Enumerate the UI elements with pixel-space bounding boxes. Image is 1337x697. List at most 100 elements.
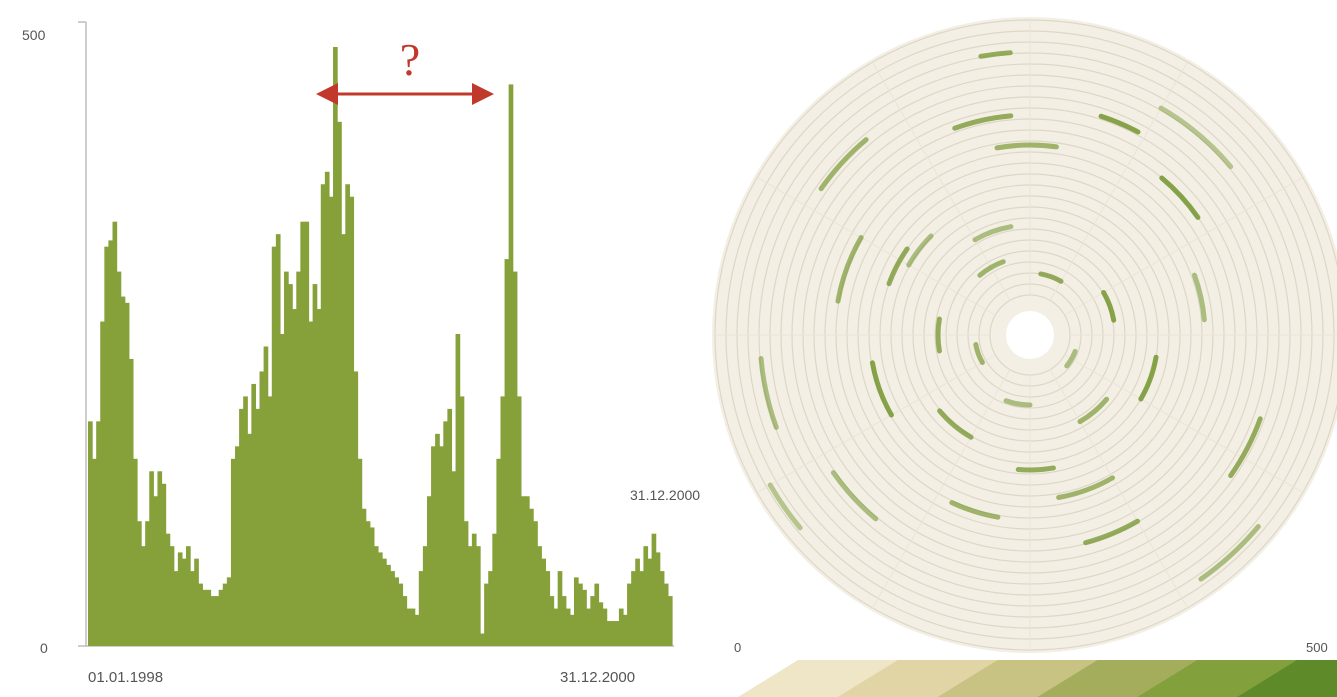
spiral-highlight-segment: [935, 316, 942, 354]
histogram-bar: [108, 240, 114, 646]
spiral-highlight-segment: [977, 259, 1006, 278]
histogram-bar: [116, 271, 122, 646]
histogram-bar: [635, 558, 640, 646]
histogram-bar: [190, 571, 195, 646]
legend-color-band: [937, 660, 1108, 697]
histogram-bar: [398, 583, 404, 646]
histogram-bar: [418, 571, 424, 646]
histogram-bar: [324, 171, 330, 646]
histogram-bar: [316, 309, 322, 646]
histogram-bar: [382, 558, 387, 646]
spiral-highlight-segment: [818, 137, 869, 192]
histogram-bar: [235, 446, 240, 646]
histogram-bar: [361, 508, 367, 646]
histogram-bar: [422, 546, 428, 646]
histogram-bar: [631, 571, 636, 646]
histogram-bar: [128, 358, 134, 646]
histogram-bar: [443, 421, 448, 646]
spiral-highlight-segment: [1101, 290, 1117, 323]
histogram-bar: [582, 589, 587, 646]
histogram-bar: [177, 552, 183, 646]
histogram-bar: [549, 596, 555, 646]
histogram-bar: [320, 184, 326, 647]
histogram-bar: [639, 571, 645, 646]
histogram-bar: [247, 433, 252, 646]
histogram-bar: [226, 577, 232, 646]
histogram-bar: [296, 271, 301, 646]
histogram-bar: [586, 608, 591, 646]
histogram-bar: [104, 246, 110, 646]
spiral-spoke: [1064, 354, 1304, 493]
histogram-bar: [475, 546, 481, 646]
histogram-bar: [120, 296, 126, 646]
spiral-highlight-segment: [1038, 271, 1064, 284]
histogram-bar: [271, 246, 277, 646]
spiral-highlight-segment: [767, 482, 803, 531]
histogram-bar: [333, 46, 338, 646]
histogram-bar: [337, 121, 342, 647]
histogram-bar: [345, 184, 350, 647]
legend-color-band: [738, 660, 908, 697]
spiral-highlight-segment: [1015, 465, 1056, 473]
histogram-bar: [488, 571, 493, 646]
spiral-highlight-segment: [978, 50, 1013, 59]
histogram-bar: [186, 546, 191, 646]
histogram-bar: [406, 608, 412, 646]
histogram-bar: [435, 433, 440, 646]
histogram-bar: [259, 371, 265, 646]
histogram-bar: [394, 577, 399, 646]
spiral-highlight-segment: [835, 235, 864, 304]
histogram-bar: [279, 334, 285, 646]
histogram-bar: [459, 396, 465, 646]
histogram-bar: [431, 446, 436, 646]
histogram-bar: [516, 396, 522, 646]
spiral-highlight-segment: [994, 142, 1059, 151]
histogram-bar: [553, 608, 559, 646]
histogram-bar: [520, 496, 526, 646]
histogram-bar: [202, 589, 208, 646]
spiral-rings: [714, 19, 1337, 651]
y-tick-max: 500: [22, 27, 46, 43]
spiral-center-hole: [1006, 311, 1054, 359]
histogram-chart: 500 0 01.01.1998 31.12.2000 ?: [22, 21, 674, 686]
histogram-bar: [569, 614, 575, 646]
histogram-bars: [88, 46, 673, 647]
y-tick-min: 0: [40, 640, 48, 656]
spiral-highlight-segment: [1138, 354, 1159, 402]
histogram-bar: [463, 521, 469, 646]
spiral-highlight-segment: [972, 224, 1014, 243]
legend-color-band: [1237, 660, 1337, 697]
histogram-bar: [426, 496, 432, 646]
histogram-bar: [112, 221, 118, 646]
histogram-bar: [145, 521, 150, 646]
spiral-highlight-segment: [1198, 524, 1261, 582]
histogram-bar: [545, 571, 551, 646]
color-scale-legend: [738, 660, 1337, 697]
histogram-bar: [496, 458, 502, 646]
histogram-bar: [149, 471, 154, 646]
histogram-bar: [537, 546, 542, 646]
histogram-bar: [410, 608, 416, 646]
histogram-bar: [88, 421, 93, 646]
spiral-highlight-segment: [952, 113, 1014, 131]
spiral-highlight-segment: [949, 500, 1001, 520]
histogram-bar: [590, 596, 595, 646]
histogram-bar: [663, 583, 669, 646]
histogram-bar: [659, 571, 665, 646]
histogram-bar: [667, 596, 673, 646]
histogram-bar: [557, 571, 563, 646]
histogram-bar: [373, 546, 379, 646]
histogram-bar: [292, 309, 297, 646]
spiral-spoke: [1049, 61, 1188, 301]
histogram-bar: [610, 621, 616, 646]
histogram-bar: [484, 583, 489, 646]
spiral-spoke: [756, 177, 996, 316]
spiral-spoke: [872, 369, 1011, 609]
histogram-bar: [137, 521, 142, 646]
legend-color-band: [837, 660, 1008, 697]
histogram-bar: [480, 633, 485, 646]
spiral-heatmap: 31.12.2000 0 500: [630, 17, 1337, 697]
histogram-bar: [243, 396, 248, 646]
spiral-highlight-segment: [886, 246, 910, 287]
spiral-highlight-segment: [1077, 396, 1110, 425]
